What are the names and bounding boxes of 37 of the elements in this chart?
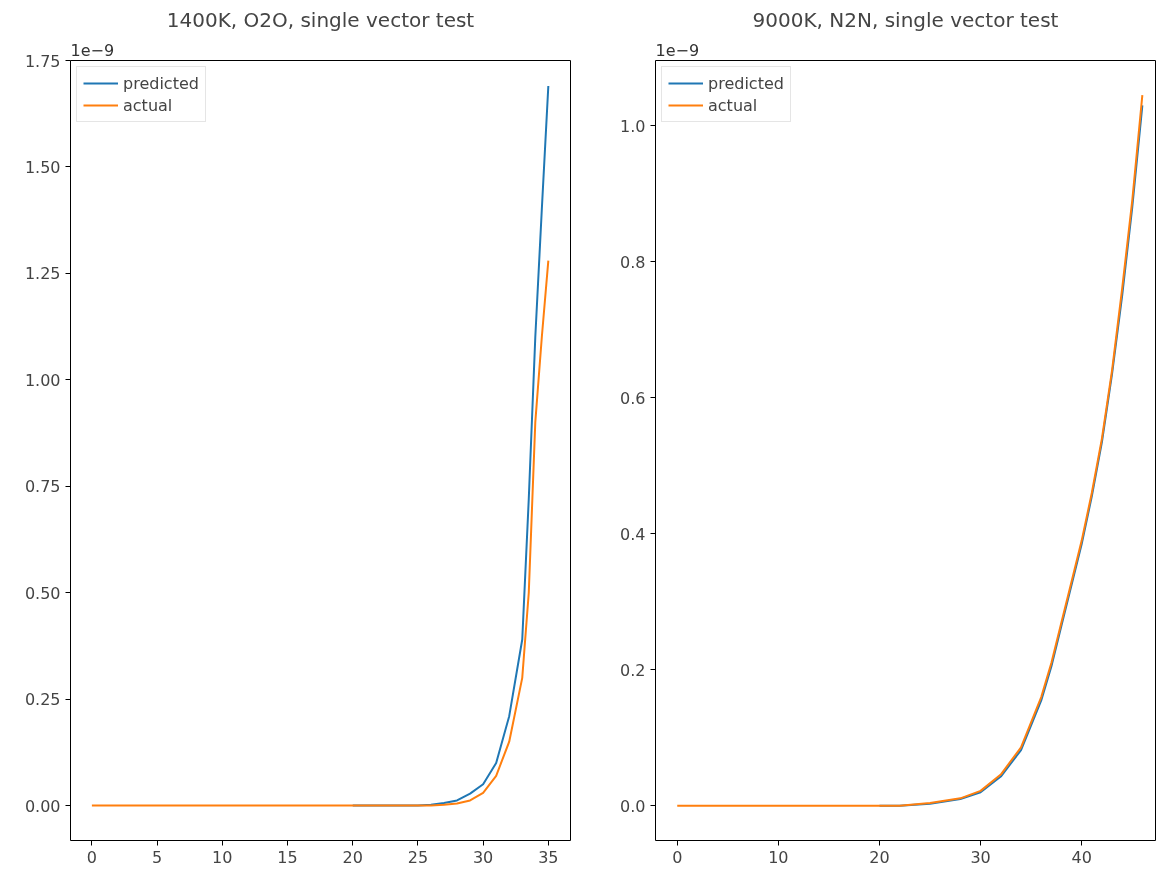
x-tick-label: 10 (768, 847, 789, 867)
x-tick-label: 5 (152, 847, 163, 867)
y-tick-label: 1.00 (24, 370, 61, 390)
y-tick-label: 0.6 (620, 388, 646, 408)
text: 1e−9 (70, 40, 115, 60)
y-tick-label: 0.50 (24, 583, 61, 603)
x-tick-label: 0 (672, 847, 683, 867)
chart-title: 1400K, O2O, single vector test (166, 7, 475, 32)
text: 1e−9 (655, 40, 700, 60)
x-tick-label: 20 (342, 847, 363, 867)
legend-label: predicted (708, 73, 784, 93)
legend-label: actual (708, 95, 758, 115)
x-tick-label: 30 (472, 847, 494, 867)
y-tick-label: 1.75 (24, 51, 61, 71)
x-tick-label: 10 (212, 847, 233, 867)
legend-label: actual (123, 95, 173, 115)
y-tick-label: 1.50 (24, 157, 61, 177)
y-tick-label: 0.00 (24, 796, 61, 816)
y-tick-label: 1.0 (620, 116, 646, 136)
x-tick-label: 35 (538, 847, 559, 867)
x-tick-label: 30 (970, 847, 991, 867)
y-tick-label: 0.25 (24, 690, 61, 710)
line-series (90, 259, 550, 807)
y-tick-label: 0.75 (24, 477, 61, 497)
y-tick-label: 0.0 (620, 796, 646, 816)
x-tick-label: 15 (277, 847, 298, 867)
x-tick-label: 20 (869, 847, 890, 867)
x-tick-label: 40 (1071, 847, 1092, 867)
y-tick-label: 0.4 (620, 524, 646, 544)
x-tick-label: 25 (407, 847, 429, 867)
legend-label: predicted (123, 73, 199, 93)
x-tick-label: 0 (86, 847, 97, 867)
chart-title: 9000K, N2N, single vector test (752, 7, 1059, 32)
y-tick-label: 0.8 (620, 252, 646, 272)
y-tick-label: 0.2 (620, 660, 646, 680)
line-series (676, 94, 1144, 807)
y-tick-label: 1.25 (24, 264, 61, 284)
